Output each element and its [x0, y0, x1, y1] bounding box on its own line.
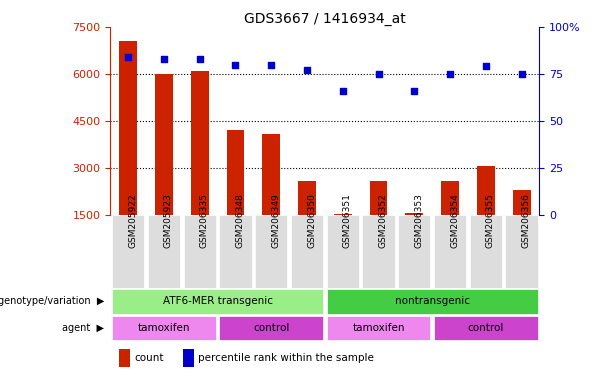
Point: [195, 56, 205, 62]
Text: GSM206356: GSM206356: [522, 194, 531, 248]
Bar: [112, 215, 144, 288]
Point: [481, 63, 490, 70]
Bar: [112, 290, 323, 313]
Bar: [184, 215, 216, 288]
Point: [302, 67, 312, 73]
Text: ATF6-MER transgenic: ATF6-MER transgenic: [162, 296, 273, 306]
Bar: [434, 215, 466, 288]
Bar: [334, 214, 352, 262]
Bar: [155, 74, 173, 262]
Text: GSM205923: GSM205923: [164, 194, 173, 248]
Title: GDS3667 / 1416934_at: GDS3667 / 1416934_at: [244, 12, 406, 26]
Text: nontransgenic: nontransgenic: [395, 296, 470, 306]
Bar: [506, 215, 538, 288]
Bar: [405, 213, 423, 262]
Text: GSM206351: GSM206351: [343, 194, 352, 248]
Bar: [191, 71, 208, 262]
Text: agent  ▶: agent ▶: [62, 323, 104, 333]
Bar: [327, 290, 538, 313]
Bar: [262, 134, 280, 262]
Bar: [227, 131, 245, 262]
Bar: [398, 215, 430, 288]
Bar: [362, 215, 395, 288]
Bar: [291, 215, 323, 288]
Bar: [477, 166, 495, 262]
Bar: [441, 180, 459, 262]
Bar: [112, 316, 216, 340]
Text: control: control: [468, 323, 504, 333]
Bar: [255, 215, 287, 288]
Text: GSM205922: GSM205922: [128, 194, 137, 248]
Bar: [183, 349, 194, 367]
Point: [338, 88, 348, 94]
Text: percentile rank within the sample: percentile rank within the sample: [199, 353, 374, 363]
Text: GSM206352: GSM206352: [378, 194, 387, 248]
Point: [266, 61, 276, 68]
Bar: [512, 190, 530, 262]
Text: GSM206355: GSM206355: [485, 194, 495, 248]
Bar: [120, 41, 137, 262]
Point: [409, 88, 419, 94]
Bar: [327, 316, 430, 340]
Text: tamoxifen: tamoxifen: [352, 323, 405, 333]
Text: control: control: [253, 323, 289, 333]
Point: [123, 54, 133, 60]
Text: tamoxifen: tamoxifen: [138, 323, 190, 333]
Bar: [370, 180, 387, 262]
Point: [517, 71, 527, 77]
Bar: [219, 215, 251, 288]
Text: genotype/variation  ▶: genotype/variation ▶: [0, 296, 104, 306]
Bar: [434, 316, 538, 340]
Bar: [119, 349, 130, 367]
Text: GSM206349: GSM206349: [271, 194, 280, 248]
Text: GSM206350: GSM206350: [307, 194, 316, 248]
Bar: [327, 215, 359, 288]
Text: GSM206354: GSM206354: [450, 194, 459, 248]
Text: GSM206353: GSM206353: [414, 194, 424, 248]
Bar: [219, 316, 323, 340]
Bar: [298, 180, 316, 262]
Bar: [148, 215, 180, 288]
Text: count: count: [134, 353, 164, 363]
Bar: [470, 215, 502, 288]
Point: [230, 61, 240, 68]
Point: [373, 71, 384, 77]
Text: GSM206335: GSM206335: [200, 194, 209, 248]
Point: [445, 71, 455, 77]
Point: [159, 56, 169, 62]
Text: GSM206348: GSM206348: [235, 194, 245, 248]
